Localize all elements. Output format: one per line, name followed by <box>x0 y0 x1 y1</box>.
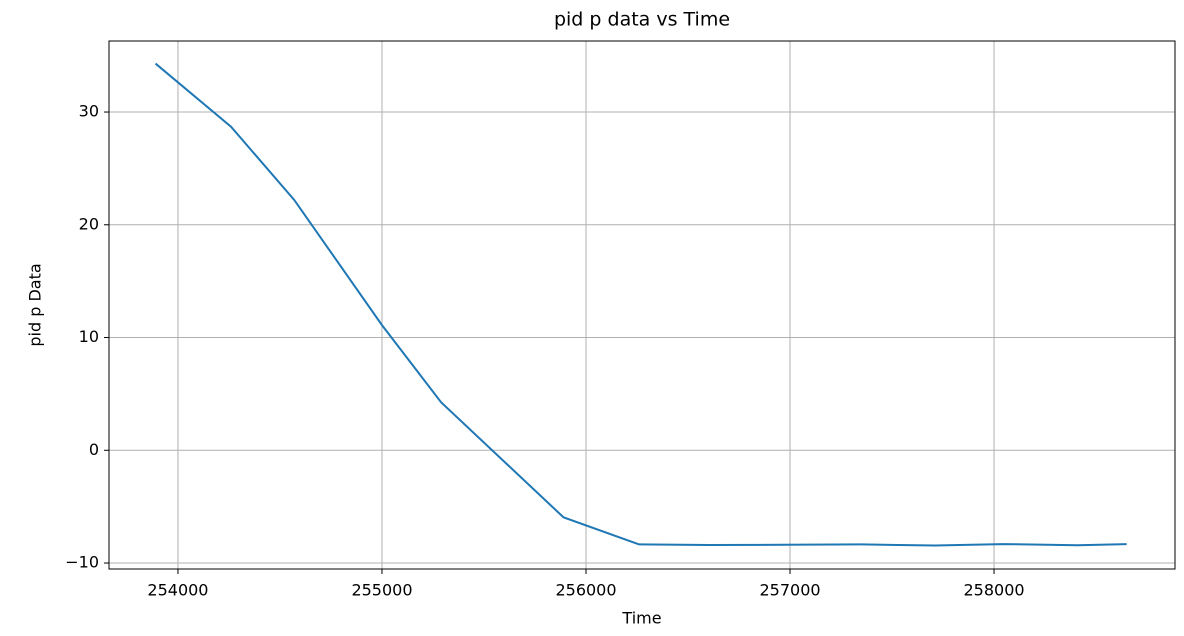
x-tick-label: 258000 <box>963 581 1024 600</box>
y-tick-label: 10 <box>79 327 99 346</box>
y-axis-label: pid p Data <box>26 263 45 346</box>
y-tick-label: 0 <box>89 440 99 459</box>
x-tick-label: 255000 <box>351 581 412 600</box>
data-line <box>154 62 1127 547</box>
y-tick-label: 20 <box>79 214 99 233</box>
y-tick-label: 30 <box>79 102 99 121</box>
x-tick-label: 254000 <box>147 581 208 600</box>
x-tick-label: 257000 <box>759 581 820 600</box>
y-tick-label: −10 <box>65 553 99 572</box>
plot-frame <box>108 40 1176 570</box>
x-axis-label: Time <box>621 609 661 628</box>
chart-title: pid p data vs Time <box>554 9 730 31</box>
x-tick-label: 256000 <box>555 581 616 600</box>
